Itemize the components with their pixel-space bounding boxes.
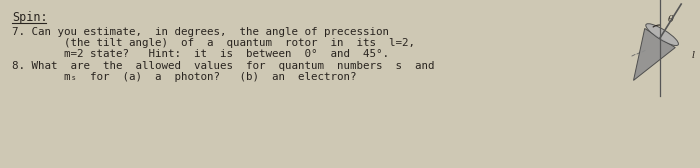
- Text: 8. What  are  the  allowed  values  for  quantum  numbers  s  and: 8. What are the allowed values for quant…: [12, 61, 435, 71]
- Ellipse shape: [646, 24, 678, 46]
- Text: l: l: [692, 52, 695, 60]
- Text: m=2 state?   Hint:  it  is  between  0°  and  45°.: m=2 state? Hint: it is between 0° and 45…: [12, 49, 389, 59]
- Text: θ: θ: [668, 15, 674, 25]
- Polygon shape: [634, 28, 676, 80]
- Text: 7. Can you estimate,  in degrees,  the angle of precession: 7. Can you estimate, in degrees, the ang…: [12, 27, 389, 37]
- Text: (the tilt angle)  of  a  quantum  rotor  in  its  l=2,: (the tilt angle) of a quantum rotor in i…: [12, 38, 415, 48]
- Text: mₛ  for  (a)  a  photon?   (b)  an  electron?: mₛ for (a) a photon? (b) an electron?: [12, 72, 356, 82]
- Text: Spin:: Spin:: [12, 11, 48, 24]
